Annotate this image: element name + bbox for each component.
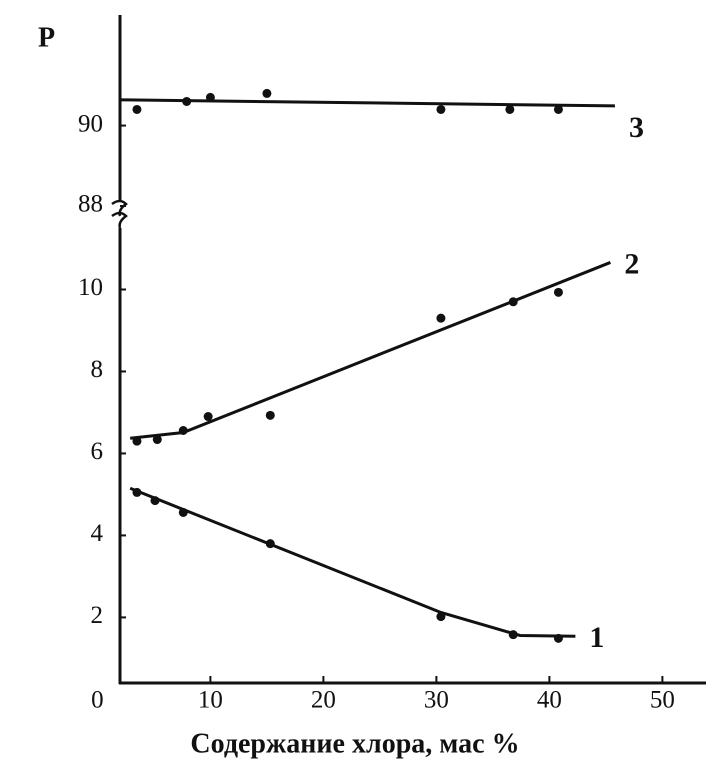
- data-point: [505, 104, 515, 114]
- y-tick-label: 4: [91, 520, 104, 547]
- series-label: 3: [629, 111, 644, 144]
- y-tick-label: 6: [91, 438, 104, 465]
- data-point: [152, 435, 162, 445]
- y2-tick-label: 90: [78, 110, 103, 137]
- data-point: [436, 612, 446, 622]
- data-point: [205, 92, 215, 102]
- data-point: [436, 313, 446, 323]
- x-tick-label: 50: [650, 687, 675, 714]
- axis-break: [111, 199, 128, 229]
- x-tick-label: 10: [198, 687, 223, 714]
- data-point: [178, 425, 188, 435]
- data-point: [508, 630, 518, 640]
- data-point: [436, 104, 446, 114]
- series-label: 2: [624, 247, 639, 280]
- x-axis-label: Содержание хлора, мас %: [190, 728, 519, 759]
- series-label: 1: [589, 621, 604, 654]
- data-point: [265, 539, 275, 549]
- x-tick-label: 20: [311, 687, 336, 714]
- y2-tick-label: 88: [78, 191, 103, 218]
- data-point: [553, 633, 563, 643]
- data-point: [203, 412, 213, 422]
- data-point: [132, 487, 142, 497]
- y-axis-label: P: [38, 22, 55, 53]
- fit-line: [129, 486, 576, 638]
- data-point: [132, 436, 142, 446]
- data-point: [178, 507, 188, 517]
- data-point: [553, 287, 563, 297]
- x-tick-label: 30: [424, 687, 449, 714]
- y-tick-label: 2: [91, 602, 104, 629]
- data-point: [265, 410, 275, 420]
- data-point: [150, 496, 160, 506]
- data-point: [132, 104, 142, 114]
- x-tick-label: 0: [91, 687, 104, 714]
- y-tick-label: 10: [78, 274, 103, 301]
- data-point: [553, 104, 563, 114]
- data-point: [262, 88, 272, 98]
- data-point: [508, 297, 518, 307]
- data-point: [182, 96, 192, 106]
- fit-line: [119, 98, 615, 108]
- x-tick-label: 40: [537, 687, 562, 714]
- y-tick-label: 8: [91, 356, 104, 383]
